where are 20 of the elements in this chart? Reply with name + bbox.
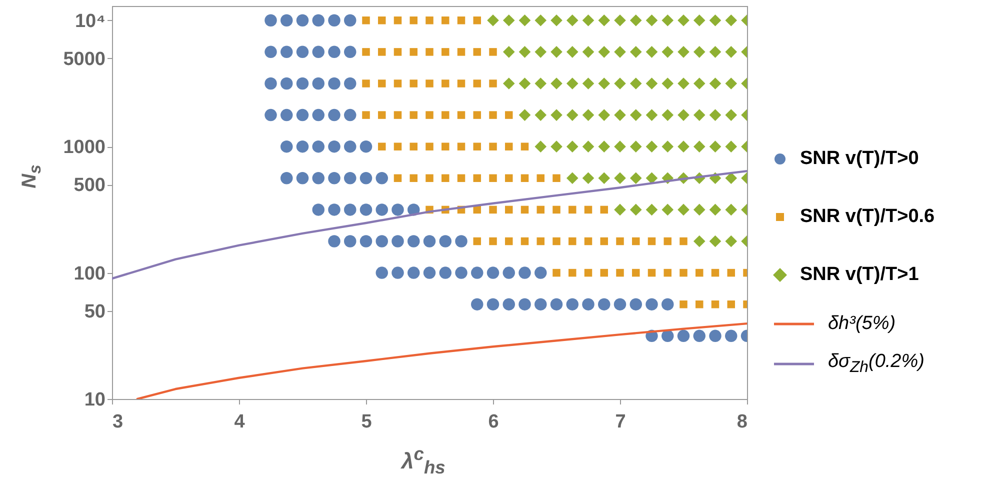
y-tick-label: 10⁴	[74, 10, 106, 32]
y-tick-label: 1000	[63, 137, 106, 158]
legend-label: SNR v(T)/T>1	[800, 264, 919, 286]
y-tick-label: 50	[84, 301, 106, 322]
y-tick-label: 10	[84, 390, 106, 410]
x-tick-label: 8	[736, 412, 748, 432]
y-tick-label: 500	[74, 175, 106, 196]
x-tick-label: 3	[112, 412, 124, 432]
legend-label: SNR v(T)/T>0.6	[800, 206, 935, 228]
x-tick-label: 7	[615, 412, 626, 432]
y-tick-label: 5000	[63, 48, 106, 70]
x-tick-label: 6	[488, 412, 499, 432]
line-series	[112, 170, 747, 280]
x-tick-label: 5	[361, 412, 372, 432]
legend-label: SNR v(T)/T>0	[800, 148, 919, 170]
legend-label: δh³(5%)	[828, 313, 896, 335]
x-tick-label: 4	[234, 412, 246, 432]
legend-label: δσ$_{Zh}$(0.2%)	[828, 351, 924, 377]
y-tick-label: 100	[74, 263, 106, 284]
line-series	[136, 322, 747, 399]
